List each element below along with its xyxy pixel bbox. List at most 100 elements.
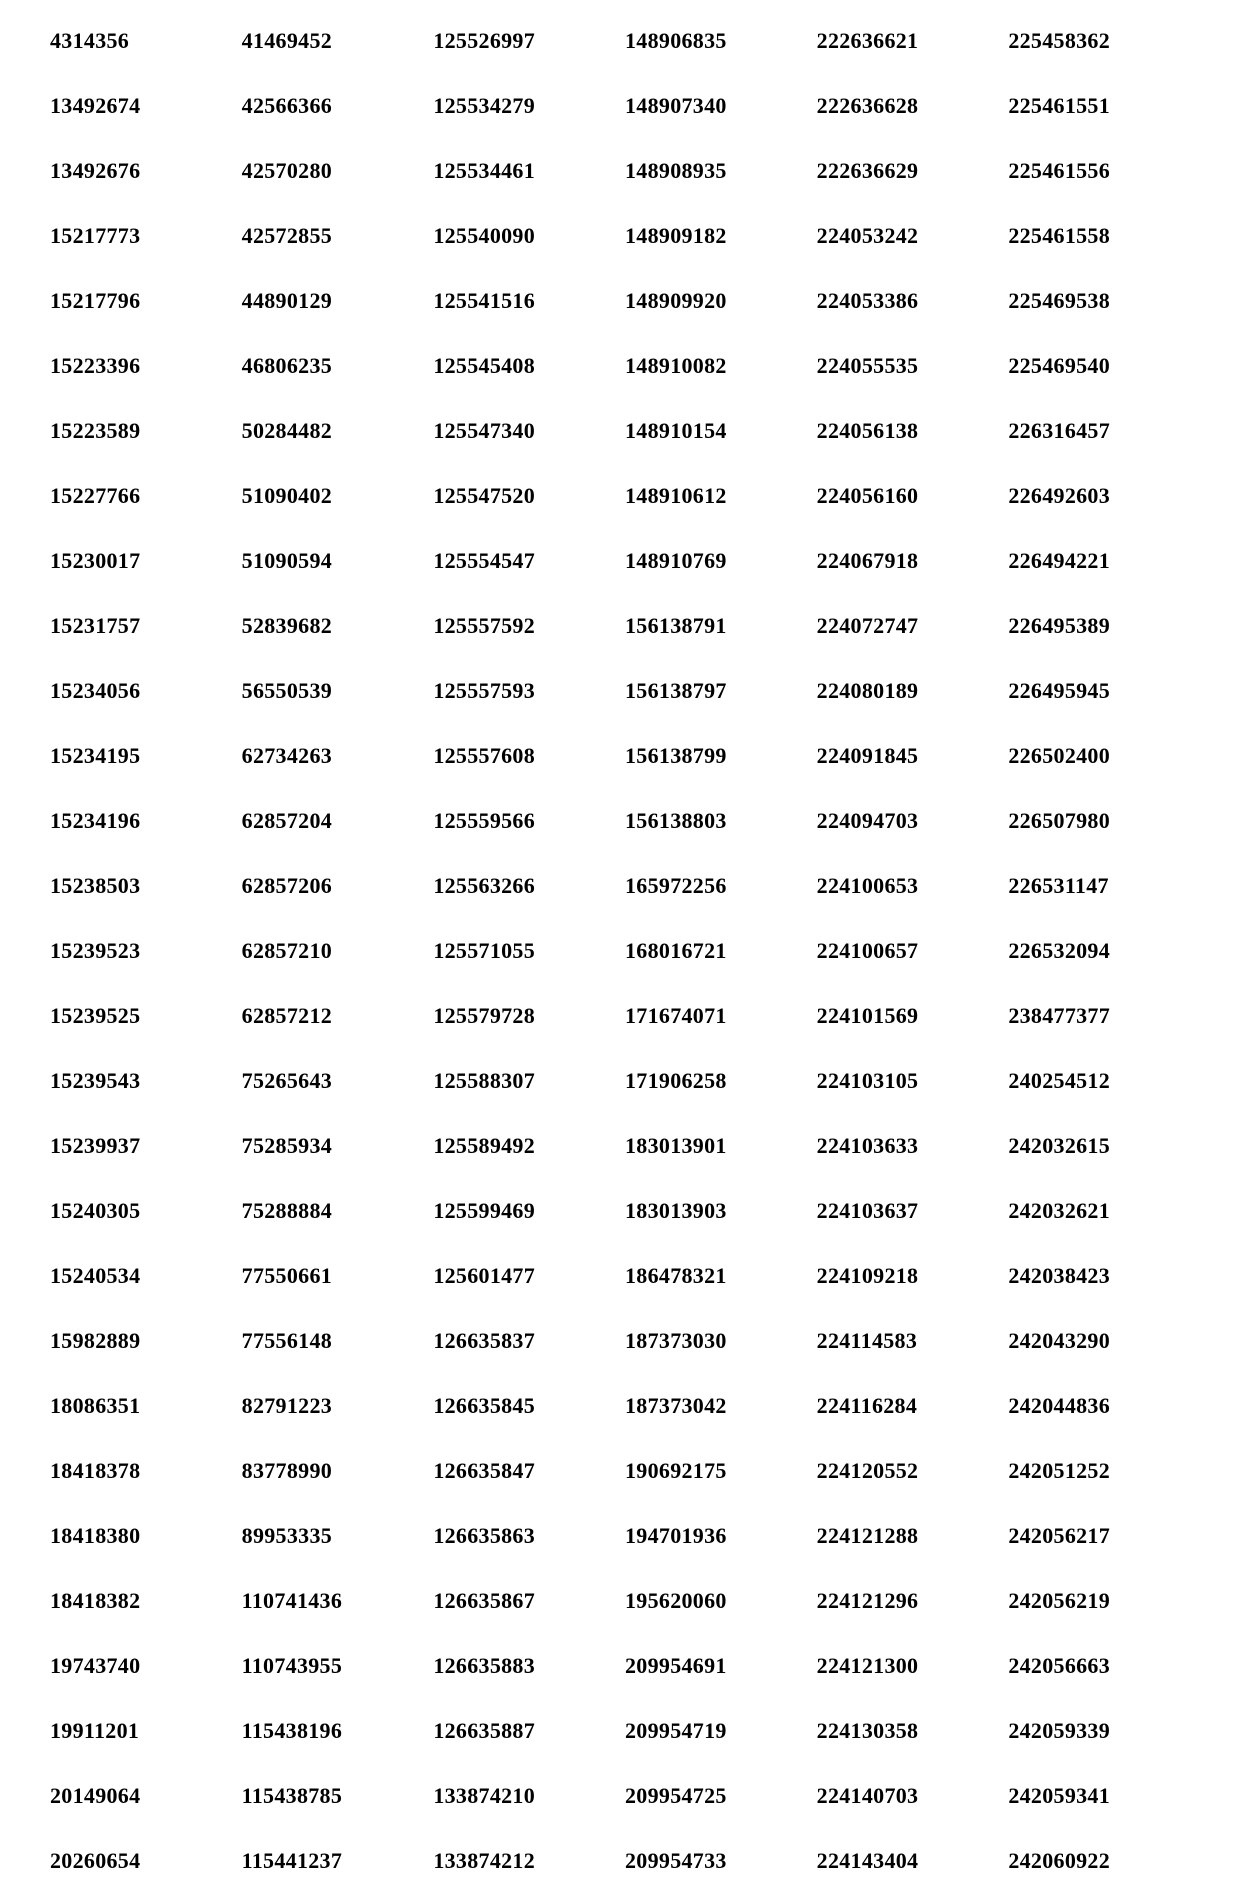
table-cell: 20149064 (50, 1783, 232, 1809)
table-cell: 125579728 (433, 1003, 615, 1029)
table-cell: 15223589 (50, 418, 232, 444)
table-cell: 62857206 (242, 873, 424, 899)
table-cell: 18086351 (50, 1393, 232, 1419)
table-cell: 226316457 (1008, 418, 1190, 444)
table-cell: 225461556 (1008, 158, 1190, 184)
table-cell: 224121296 (817, 1588, 999, 1614)
table-cell: 226502400 (1008, 743, 1190, 769)
table-cell: 15231757 (50, 613, 232, 639)
table-cell: 222636621 (817, 28, 999, 54)
table-cell: 110743955 (242, 1653, 424, 1679)
table-cell: 224094703 (817, 808, 999, 834)
table-cell: 42572855 (242, 223, 424, 249)
table-cell: 125534461 (433, 158, 615, 184)
table-cell: 125547520 (433, 483, 615, 509)
table-cell: 15239543 (50, 1068, 232, 1094)
table-cell: 226495945 (1008, 678, 1190, 704)
table-cell: 224103633 (817, 1133, 999, 1159)
table-cell: 226492603 (1008, 483, 1190, 509)
table-cell: 148910612 (625, 483, 807, 509)
table-cell: 62857212 (242, 1003, 424, 1029)
table-cell: 190692175 (625, 1458, 807, 1484)
table-cell: 133874210 (433, 1783, 615, 1809)
table-cell: 115438196 (242, 1718, 424, 1744)
table-cell: 148908935 (625, 158, 807, 184)
table-cell: 125571055 (433, 938, 615, 964)
table-cell: 126635863 (433, 1523, 615, 1549)
table-cell: 209954733 (625, 1848, 807, 1874)
table-cell: 83778990 (242, 1458, 424, 1484)
table-cell: 225461558 (1008, 223, 1190, 249)
table-cell: 15227766 (50, 483, 232, 509)
table-cell: 20260654 (50, 1848, 232, 1874)
table-cell: 125540090 (433, 223, 615, 249)
table-cell: 148906835 (625, 28, 807, 54)
table-cell: 226494221 (1008, 548, 1190, 574)
table-cell: 19911201 (50, 1718, 232, 1744)
table-cell: 126635883 (433, 1653, 615, 1679)
table-cell: 242051252 (1008, 1458, 1190, 1484)
table-cell: 225469538 (1008, 288, 1190, 314)
table-cell: 224114583 (817, 1328, 999, 1354)
table-cell: 226532094 (1008, 938, 1190, 964)
table-cell: 46806235 (242, 353, 424, 379)
table-cell: 171906258 (625, 1068, 807, 1094)
table-cell: 225469540 (1008, 353, 1190, 379)
table-cell: 209954725 (625, 1783, 807, 1809)
table-cell: 224053386 (817, 288, 999, 314)
number-table: 4314356414694521255269971489068352226366… (50, 28, 1190, 1874)
table-cell: 133874212 (433, 1848, 615, 1874)
table-cell: 42566366 (242, 93, 424, 119)
table-cell: 125541516 (433, 288, 615, 314)
table-cell: 115441237 (242, 1848, 424, 1874)
table-cell: 187373042 (625, 1393, 807, 1419)
table-cell: 62857204 (242, 808, 424, 834)
table-cell: 224056138 (817, 418, 999, 444)
table-cell: 15223396 (50, 353, 232, 379)
table-cell: 126635847 (433, 1458, 615, 1484)
table-cell: 125545408 (433, 353, 615, 379)
table-cell: 89953335 (242, 1523, 424, 1549)
table-cell: 15239523 (50, 938, 232, 964)
table-cell: 15238503 (50, 873, 232, 899)
table-cell: 171674071 (625, 1003, 807, 1029)
table-cell: 225461551 (1008, 93, 1190, 119)
table-cell: 125526997 (433, 28, 615, 54)
table-cell: 224140703 (817, 1783, 999, 1809)
table-cell: 226495389 (1008, 613, 1190, 639)
table-cell: 224053242 (817, 223, 999, 249)
table-cell: 13492676 (50, 158, 232, 184)
table-cell: 125559566 (433, 808, 615, 834)
table-cell: 125557592 (433, 613, 615, 639)
table-cell: 18418382 (50, 1588, 232, 1614)
table-cell: 15234196 (50, 808, 232, 834)
table-cell: 125534279 (433, 93, 615, 119)
table-cell: 148910154 (625, 418, 807, 444)
table-cell: 15982889 (50, 1328, 232, 1354)
table-cell: 125563266 (433, 873, 615, 899)
table-cell: 209954691 (625, 1653, 807, 1679)
table-cell: 15234056 (50, 678, 232, 704)
table-cell: 183013903 (625, 1198, 807, 1224)
table-cell: 50284482 (242, 418, 424, 444)
table-cell: 224116284 (817, 1393, 999, 1419)
table-cell: 75285934 (242, 1133, 424, 1159)
table-cell: 4314356 (50, 28, 232, 54)
table-cell: 222636628 (817, 93, 999, 119)
table-cell: 148910769 (625, 548, 807, 574)
table-cell: 19743740 (50, 1653, 232, 1679)
table-cell: 15240305 (50, 1198, 232, 1224)
table-cell: 224091845 (817, 743, 999, 769)
table-cell: 15234195 (50, 743, 232, 769)
table-cell: 15217773 (50, 223, 232, 249)
table-cell: 242060922 (1008, 1848, 1190, 1874)
table-cell: 242043290 (1008, 1328, 1190, 1354)
table-cell: 148909920 (625, 288, 807, 314)
table-cell: 224103637 (817, 1198, 999, 1224)
table-cell: 242056217 (1008, 1523, 1190, 1549)
table-cell: 224121288 (817, 1523, 999, 1549)
table-cell: 75288884 (242, 1198, 424, 1224)
table-cell: 222636629 (817, 158, 999, 184)
table-cell: 125557593 (433, 678, 615, 704)
table-cell: 183013901 (625, 1133, 807, 1159)
